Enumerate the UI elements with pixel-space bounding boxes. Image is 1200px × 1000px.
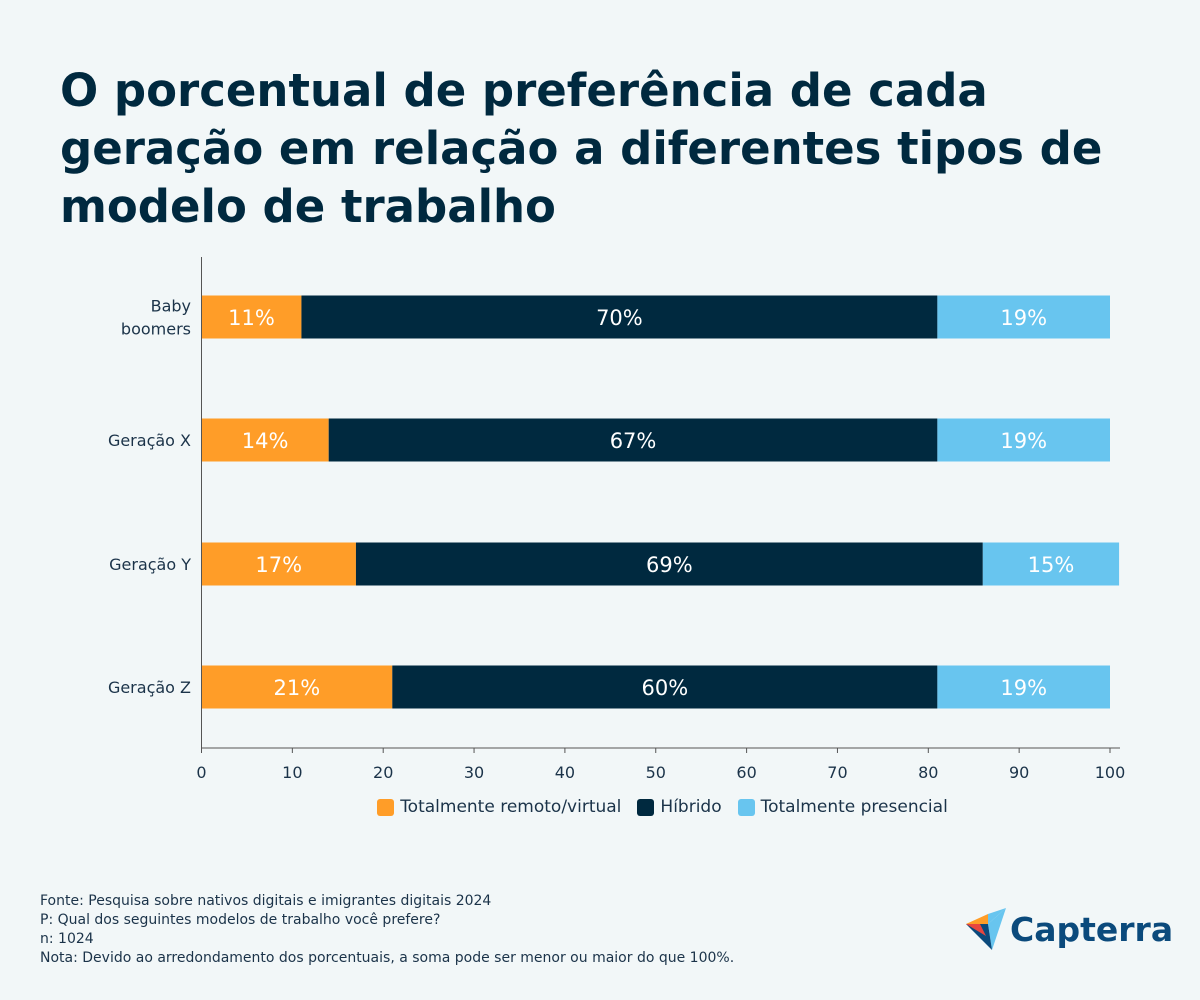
legend-swatch <box>737 798 755 816</box>
x-tick-label: 70 <box>827 763 847 782</box>
legend-label: Totalmente remoto/virtual <box>400 797 622 817</box>
capterra-logo: Capterra <box>966 908 1173 950</box>
bar-segment <box>201 542 356 586</box>
footer: Fonte: Pesquisa sobre nativos digitais e… <box>40 892 734 968</box>
x-tick-label: 0 <box>196 763 206 782</box>
bar-segment <box>355 542 983 586</box>
data-label: 15% <box>1028 553 1075 577</box>
data-label: 60% <box>641 676 688 700</box>
x-tick-label: 90 <box>1009 763 1029 782</box>
x-tick-label: 20 <box>373 763 393 782</box>
data-label: 17% <box>255 553 302 577</box>
x-tick-label: 80 <box>918 763 938 782</box>
legend-item: Híbrido <box>637 797 722 817</box>
rounding-note: Nota: Devido ao arredondamento dos porce… <box>40 950 735 966</box>
x-tick-label: 30 <box>464 763 484 782</box>
capterra-logo-text: Capterra <box>1010 909 1174 949</box>
sample-size: n: 1024 <box>40 931 94 947</box>
data-label: 19% <box>1000 429 1047 453</box>
category-label: Geração Z <box>108 678 191 697</box>
bar-segment <box>301 295 938 339</box>
data-label: 19% <box>1000 676 1047 700</box>
category-label: boomers <box>121 320 191 339</box>
legend-swatch <box>377 798 395 816</box>
data-label: 21% <box>274 676 321 700</box>
bar-segment <box>201 295 302 339</box>
x-tick-label: 100 <box>1095 763 1126 782</box>
data-label: 67% <box>610 429 657 453</box>
x-tick-label: 60 <box>736 763 756 782</box>
bar-segment <box>937 665 1110 709</box>
category-label: Geração X <box>108 431 191 450</box>
legend-label: Totalmente presencial <box>760 797 948 817</box>
question-note: P: Qual dos seguintes modelos de trabalh… <box>40 912 441 928</box>
legend-swatch <box>637 798 655 816</box>
data-label: 14% <box>242 429 289 453</box>
category-label: Baby <box>151 297 191 316</box>
bar-segment <box>937 418 1110 462</box>
x-tick-label: 10 <box>282 763 302 782</box>
capterra-logo-icon <box>966 908 1006 950</box>
data-label: 69% <box>646 553 693 577</box>
legend: Totalmente remoto/virtual Híbrido Totalmen… <box>0 797 1200 817</box>
bar-segment <box>328 418 938 462</box>
category-label: Geração Y <box>109 555 191 574</box>
data-label: 19% <box>1000 306 1047 330</box>
data-label: 11% <box>228 306 275 330</box>
bar-segment <box>982 542 1120 586</box>
data-label: 70% <box>596 306 643 330</box>
bar-chart: 11% 70% 19% Baby boomers 14% 67% 19% Geração X 17… <box>108 257 1126 782</box>
bar-segment <box>201 418 329 462</box>
bar-segment <box>392 665 938 709</box>
x-tick-label: 50 <box>646 763 666 782</box>
chart-title: O porcentual de preferência de cada gera… <box>60 64 1103 233</box>
legend-item: Totalmente presencial <box>737 797 948 817</box>
legend-label: Híbrido <box>660 797 722 817</box>
source-note: Fonte: Pesquisa sobre nativos digitais e… <box>40 893 492 909</box>
x-tick-label: 40 <box>555 763 575 782</box>
bar-segment <box>201 665 393 709</box>
bar-segment <box>937 295 1110 339</box>
legend-item: Totalmente remoto/virtual <box>377 797 621 817</box>
